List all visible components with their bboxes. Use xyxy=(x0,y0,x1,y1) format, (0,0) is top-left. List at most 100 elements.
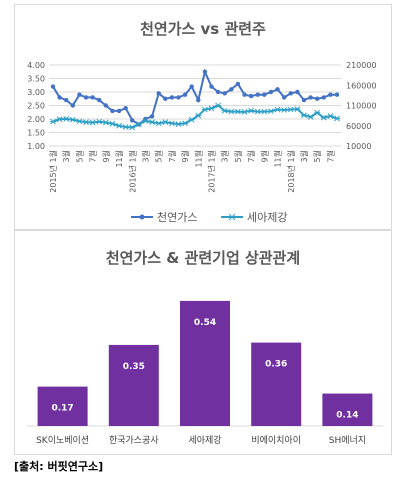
point-천연가스 xyxy=(255,92,260,97)
line-chart-title: 천연가스 vs 관련주 xyxy=(140,20,266,38)
line-chart-panel: 천연가스 vs 관련주 1.00 1.50 2.00 2.50 3.00 3.50 4.00… xyxy=(14,4,392,230)
category-label: SK이노베이션 xyxy=(36,435,89,446)
y-right-tick-label: 10000 xyxy=(346,142,371,151)
point-세아제강 xyxy=(300,112,307,119)
point-세아제강 xyxy=(122,124,129,130)
point-세아제강 xyxy=(155,120,162,127)
point-천연가스 xyxy=(308,95,313,100)
point-세아제강 xyxy=(307,113,314,120)
point-세아제강 xyxy=(195,112,202,119)
x-tick-label: 3월 xyxy=(140,150,150,162)
bar-value-label: 0.35 xyxy=(123,362,145,372)
point-천연가스 xyxy=(229,87,234,92)
line-chart: 1.00 1.50 2.00 2.50 3.00 3.50 4.00 10000 60000 11… xyxy=(27,61,377,224)
bar xyxy=(322,393,373,426)
point-천연가스 xyxy=(248,93,254,99)
point-천연가스 xyxy=(281,95,287,100)
point-천연가스 xyxy=(123,106,128,111)
point-천연가스 xyxy=(110,108,115,114)
bar-chart-panel: 천연가스 & 관련기업 상관관계 0.17 SK이노베이션 0.35 한국가스공사 0.… xyxy=(14,230,392,455)
y-right-tick-label: 210000 xyxy=(346,61,377,70)
x-tick-label: 3월 xyxy=(61,150,71,162)
point-세아제강 xyxy=(208,105,215,112)
x-tick-label: 7월 xyxy=(325,150,335,162)
point-세아제강 xyxy=(149,119,156,125)
point-천연가스 xyxy=(116,108,122,114)
point-천연가스 xyxy=(328,92,333,97)
y-left-tick-label: 2.00 xyxy=(27,115,45,124)
point-세아제강 xyxy=(215,102,222,109)
bar xyxy=(108,344,159,426)
point-천연가스 xyxy=(242,92,247,97)
bar-chart-title: 천연가스 & 관련기업 상관관계 xyxy=(105,249,301,267)
y-right-tick-label: 60000 xyxy=(346,122,371,131)
point-세아제강 xyxy=(261,108,268,115)
point-세아제강 xyxy=(241,109,248,115)
legend-label: 천연가스 xyxy=(157,210,197,224)
point-천연가스 xyxy=(103,103,109,108)
y-right-tick-label: 160000 xyxy=(346,81,377,90)
point-천연가스 xyxy=(149,114,155,119)
point-세아제강 xyxy=(102,119,109,126)
x-tick-label: 5월 xyxy=(74,150,84,162)
point-세아제강 xyxy=(248,107,255,114)
point-천연가스 xyxy=(301,97,307,103)
point-세아제강 xyxy=(69,116,76,123)
point-세아제강 xyxy=(320,114,327,121)
x-tick-label: 9월 xyxy=(101,150,111,162)
point-천연가스 xyxy=(222,91,227,96)
point-천연가스 xyxy=(83,95,89,100)
bar-value-label: 0.36 xyxy=(265,360,287,370)
x-tick-label: 9월 xyxy=(259,150,269,162)
legend-item: 세아제강 xyxy=(221,211,287,224)
point-세아제강 xyxy=(162,119,169,125)
point-천연가스 xyxy=(209,84,214,89)
point-세아제강 xyxy=(109,120,116,127)
point-세아제강 xyxy=(267,108,274,115)
bar-value-label: 0.54 xyxy=(194,318,216,328)
point-천연가스 xyxy=(97,97,102,103)
point-세아제강 xyxy=(254,108,261,115)
x-tick-label: 5월 xyxy=(312,150,322,162)
point-천연가스 xyxy=(163,96,168,101)
point-세아제강 xyxy=(142,118,149,124)
x-tick-label: 3월 xyxy=(299,150,309,162)
bar xyxy=(180,300,230,426)
point-세아제강 xyxy=(294,106,301,112)
y-left-tick-label: 1.50 xyxy=(27,129,45,138)
point-세아제강 xyxy=(314,109,321,116)
y-left-tick-label: 3.00 xyxy=(27,88,45,97)
point-천연가스 xyxy=(156,91,161,96)
point-천연가스 xyxy=(321,95,326,100)
point-세아제강 xyxy=(83,119,90,125)
bar xyxy=(251,342,302,426)
x-tick-label: 11월 xyxy=(114,150,124,168)
point-세아제강 xyxy=(334,115,340,122)
bar xyxy=(37,386,88,426)
point-천연가스 xyxy=(57,95,62,100)
point-천연가스 xyxy=(196,97,201,103)
point-천연가스 xyxy=(295,89,300,95)
point-세아제강 xyxy=(327,113,334,119)
y-left-tick-label: 4.00 xyxy=(27,61,45,70)
y-left-tick-label: 2.50 xyxy=(27,102,45,111)
point-세아제강 xyxy=(76,118,83,125)
point-천연가스 xyxy=(176,95,181,100)
point-세아제강 xyxy=(168,120,175,127)
point-세아제강 xyxy=(182,120,189,127)
point-세아제강 xyxy=(116,122,123,129)
point-세아제강 xyxy=(201,106,208,113)
point-세아제강 xyxy=(96,118,103,125)
point-천연가스 xyxy=(189,84,194,89)
point-천연가스 xyxy=(235,81,241,87)
point-천연가스 xyxy=(288,91,293,96)
x-tick-label: 7월 xyxy=(88,150,98,162)
point-천연가스 xyxy=(334,92,340,97)
point-세아제강 xyxy=(281,107,288,113)
point-세아제강 xyxy=(63,116,70,122)
point-세아제강 xyxy=(234,108,241,115)
x-tick-label: 9월 xyxy=(180,150,190,162)
point-세아제강 xyxy=(221,107,228,114)
bar-value-label: 0.17 xyxy=(51,404,73,414)
point-천연가스 xyxy=(215,89,221,95)
